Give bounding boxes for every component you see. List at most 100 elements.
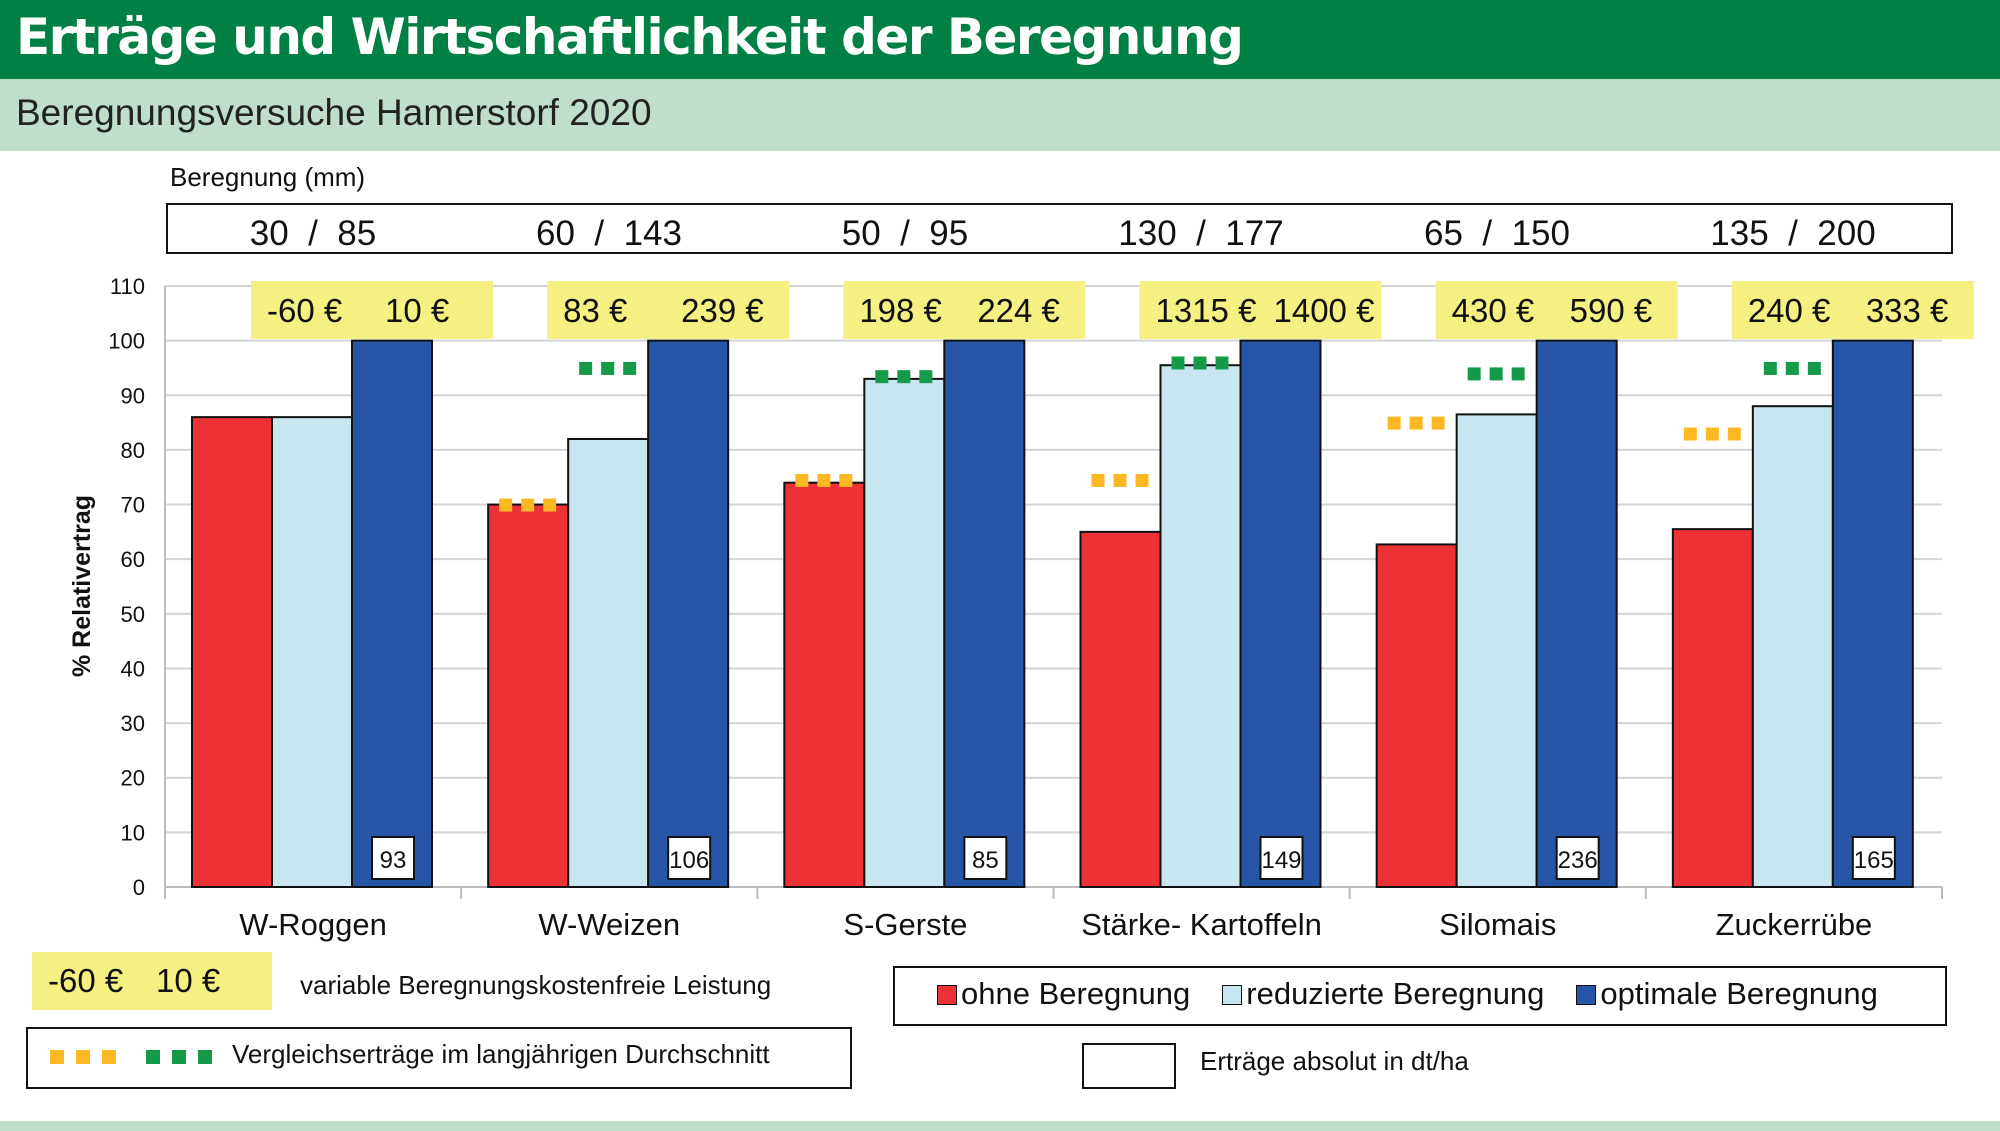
avg-ohne-marker (1727, 427, 1741, 441)
absolute-yield-box (963, 836, 1008, 880)
avg-reduziert-dash-icon (172, 1050, 186, 1064)
subtitle-bar: Beregnungsversuche Hamerstorf 2020 (0, 79, 2000, 151)
bar-optimal (1239, 339, 1322, 888)
euro-optimal-label: 590 € (1570, 292, 1653, 329)
eur-legend-text: variable Beregnungskostenfreie Leistung (300, 970, 772, 1000)
y-tick-label: 10 (121, 820, 145, 845)
y-tick-label: 110 (110, 274, 145, 299)
euro-reduziert-label: 430 € (1452, 292, 1535, 329)
absolut-legend-box-icon (1082, 1043, 1176, 1089)
absolute-yield-box (1555, 836, 1600, 880)
avg-ohne-marker (521, 498, 535, 512)
ohne-swatch-icon (937, 985, 957, 1005)
optimal-swatch-icon (1576, 985, 1597, 1005)
y-tick-label: 100 (108, 329, 145, 354)
avg-reduziert-dash-icon (198, 1050, 212, 1064)
y-tick-label: 40 (121, 656, 145, 681)
y-axis-label: % Relativertrag (68, 495, 96, 677)
y-tick-label: 70 (121, 493, 145, 518)
y-tick-label: 20 (121, 766, 145, 791)
page-subtitle: Beregnungsversuche Hamerstorf 2020 (16, 92, 652, 133)
bar-optimal (1535, 339, 1618, 888)
vergleich-legend-text: Vergleichserträge im langjährigen Durchs… (232, 1039, 770, 1069)
avg-reduziert-marker (1193, 356, 1207, 370)
x-category-label: S-Gerste (843, 907, 967, 942)
avg-ohne-marker (1091, 473, 1105, 487)
bar-reduziert (1751, 405, 1834, 888)
euro-reduziert-label: 198 € (859, 292, 942, 329)
avg-reduziert-marker (897, 370, 911, 384)
absolute-yield-box (371, 836, 415, 880)
beregnung-label: Beregnung (mm) (170, 162, 366, 192)
bottom-bar (0, 1121, 2000, 1131)
bar-optimal (1831, 339, 1914, 888)
absolute-yield-label: 149 (1261, 847, 1301, 874)
euro-optimal-label: 10 € (385, 292, 449, 329)
legend-label-optimal: optimale Beregnung (1600, 976, 1878, 1011)
page-title: Erträge und Wirtschaftlichkeit der Bereg… (16, 8, 1244, 66)
y-tick-label: 0 (133, 875, 145, 900)
bar-reduziert (863, 377, 946, 888)
bar-optimal (351, 339, 433, 888)
avg-ohne-marker (1683, 427, 1697, 441)
avg-ohne-marker (543, 498, 557, 512)
y-tick-label: 30 (121, 711, 145, 736)
euro-optimal-label: 333 € (1866, 292, 1949, 329)
bar-ohne (1079, 530, 1162, 888)
avg-reduziert-marker (875, 370, 889, 384)
avg-ohne-marker (839, 473, 853, 487)
absolute-yield-box (1259, 836, 1304, 880)
title-bar: Erträge und Wirtschaftlichkeit der Bereg… (0, 0, 2000, 79)
avg-reduziert-marker (1511, 367, 1525, 381)
bar-ohne (783, 481, 866, 888)
euro-reduziert-label: 83 € (563, 292, 627, 329)
bar-chart: 0 10 20 30 40 50 60 70 80 90 100 110 % Relativertrag… (68, 274, 1974, 942)
eur-legend-a: -60 € (48, 962, 124, 999)
beregnung-value: 130 / 177 (1118, 214, 1284, 253)
legend-item-reduziert: reduzierte Beregnung (1222, 976, 1544, 1012)
beregnung-value: 60 / 143 (536, 214, 682, 253)
avg-ohne-marker (817, 473, 831, 487)
avg-ohne-dash-icon (76, 1050, 90, 1064)
vergleich-legend-box: Vergleichserträge im langjährigen Durchs… (26, 1027, 852, 1089)
avg-reduziert-marker (1467, 367, 1481, 381)
avg-ohne-marker (1113, 473, 1127, 487)
absolute-yield-label: 106 (669, 847, 709, 874)
euro-box (547, 281, 790, 339)
y-tick-label: 60 (121, 547, 145, 572)
euro-box (843, 281, 1086, 339)
y-tick-label: 90 (121, 383, 145, 408)
avg-reduziert-marker (579, 361, 593, 375)
absolute-yield-box (667, 836, 712, 880)
bar-ohne (1375, 543, 1458, 888)
legend-label-reduziert: reduzierte Beregnung (1246, 976, 1545, 1011)
absolut-legend-text: Erträge absolut in dt/ha (1200, 1046, 1469, 1076)
legend-item-optimal: optimale Beregnung (1576, 976, 1878, 1012)
euro-box (1731, 281, 1974, 339)
bar-reduziert (271, 416, 353, 888)
avg-ohne-dash-icon (50, 1050, 64, 1064)
legend-label-ohne: ohne Beregnung (961, 976, 1191, 1011)
series-legend: ohne Beregnung reduzierte Beregnung optima… (893, 966, 1947, 1026)
absolute-yield-box (1851, 836, 1896, 880)
beregnung-value: 50 / 95 (841, 214, 969, 253)
euro-box (251, 281, 493, 339)
legend-item-ohne: ohne Beregnung (937, 976, 1190, 1012)
bar-ohne (1671, 528, 1754, 889)
absolute-yield-label: 165 (1854, 847, 1894, 874)
avg-reduziert-marker (1763, 361, 1777, 375)
avg-ohne-marker (1135, 473, 1149, 487)
bar-ohne (487, 503, 570, 888)
avg-ohne-marker (1387, 416, 1401, 430)
beregnung-box (166, 203, 1953, 254)
avg-ohne-marker (795, 473, 809, 487)
beregnung-value: 65 / 150 (1424, 214, 1570, 253)
bar-reduziert (1159, 364, 1242, 888)
absolute-yield-label: 236 (1558, 847, 1598, 874)
x-category-label: Zuckerrübe (1716, 907, 1873, 942)
bar-ohne (191, 416, 273, 888)
avg-reduziert-marker (1807, 361, 1821, 375)
x-category-label: W-Weizen (538, 907, 680, 942)
avg-reduziert-marker (1489, 367, 1503, 381)
y-tick-label: 50 (121, 602, 145, 627)
